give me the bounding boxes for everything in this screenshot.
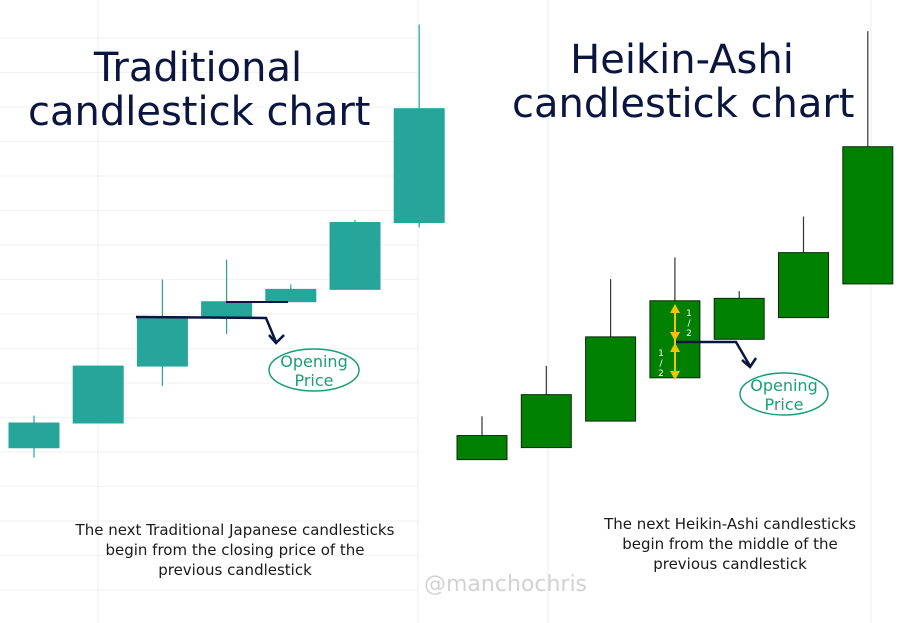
heikin-ashi-candle (713, 291, 765, 340)
candle-body (778, 252, 829, 319)
heikin-ashi-candle (778, 216, 829, 319)
candle-body (72, 365, 124, 424)
traditional-caption-line1: The next Traditional Japanese candlestic… (75, 521, 395, 539)
heikin-ashi-candle (520, 365, 572, 449)
heikin-ashi-half-markers: 1/2 1/2 (658, 304, 692, 380)
heikin-ashi-chart-title: Heikin-Ashi candlestick chart (512, 37, 855, 127)
candle-body (265, 288, 317, 303)
traditional-caption-line2: begin from the closing price of the (105, 541, 365, 559)
traditional-candle (329, 220, 381, 290)
traditional-callout-line1: Opening (280, 352, 347, 371)
candle-body (520, 394, 572, 449)
traditional-candle (265, 284, 317, 303)
heikin-ashi-opening-arrow (676, 340, 758, 369)
traditional-candle (393, 24, 445, 228)
candle-body (842, 146, 894, 285)
heikin-ashi-title-line2: candlestick chart (512, 81, 855, 127)
heikin-ashi-opening-price-callout: Opening Price (739, 372, 829, 416)
watermark: @manchochris (424, 572, 588, 597)
heikin-ashi-caption: The next Heikin-Ashi candlesticks begin … (565, 514, 895, 574)
traditional-chart-title: Traditional candlestick chart (28, 45, 371, 135)
candle-body (713, 297, 765, 340)
heikin-ashi-candle (585, 279, 637, 422)
traditional-opening-arrow (135, 301, 288, 345)
upper-half-label: 1/2 (686, 309, 692, 339)
traditional-caption-line3: previous candlestick (158, 561, 312, 579)
heikin-ashi-candle (842, 31, 894, 285)
heikin-ashi-caption-line1: The next Heikin-Ashi candlesticks (604, 515, 856, 533)
heikin-ashi-callout-line2: Price (764, 395, 803, 414)
traditional-candle (72, 365, 124, 424)
heikin-ashi-candle (456, 416, 508, 461)
traditional-title-line1: Traditional (93, 45, 303, 91)
traditional-title-line2: candlestick chart (28, 89, 371, 135)
traditional-candle (8, 415, 60, 458)
heikin-ashi-callout-line1: Opening (750, 376, 817, 395)
candle-body (8, 422, 60, 449)
candle-body (201, 301, 253, 318)
candle-body (136, 316, 188, 367)
traditional-opening-price-callout: Opening Price (268, 348, 360, 392)
candle-body (585, 336, 637, 422)
candle-body (329, 222, 381, 290)
heikin-ashi-title-line1: Heikin-Ashi (570, 37, 794, 83)
heikin-ashi-caption-line3: previous candlestick (653, 555, 807, 573)
lower-half-label: 1/2 (658, 349, 664, 379)
heikin-ashi-caption-line2: begin from the middle of the (622, 535, 838, 553)
traditional-candles (8, 24, 445, 458)
traditional-callout-line2: Price (294, 371, 333, 390)
traditional-candle (136, 279, 188, 386)
traditional-caption: The next Traditional Japanese candlestic… (40, 520, 430, 580)
candle-body (393, 108, 445, 224)
candle-body (456, 435, 508, 461)
traditional-candle (201, 259, 253, 334)
